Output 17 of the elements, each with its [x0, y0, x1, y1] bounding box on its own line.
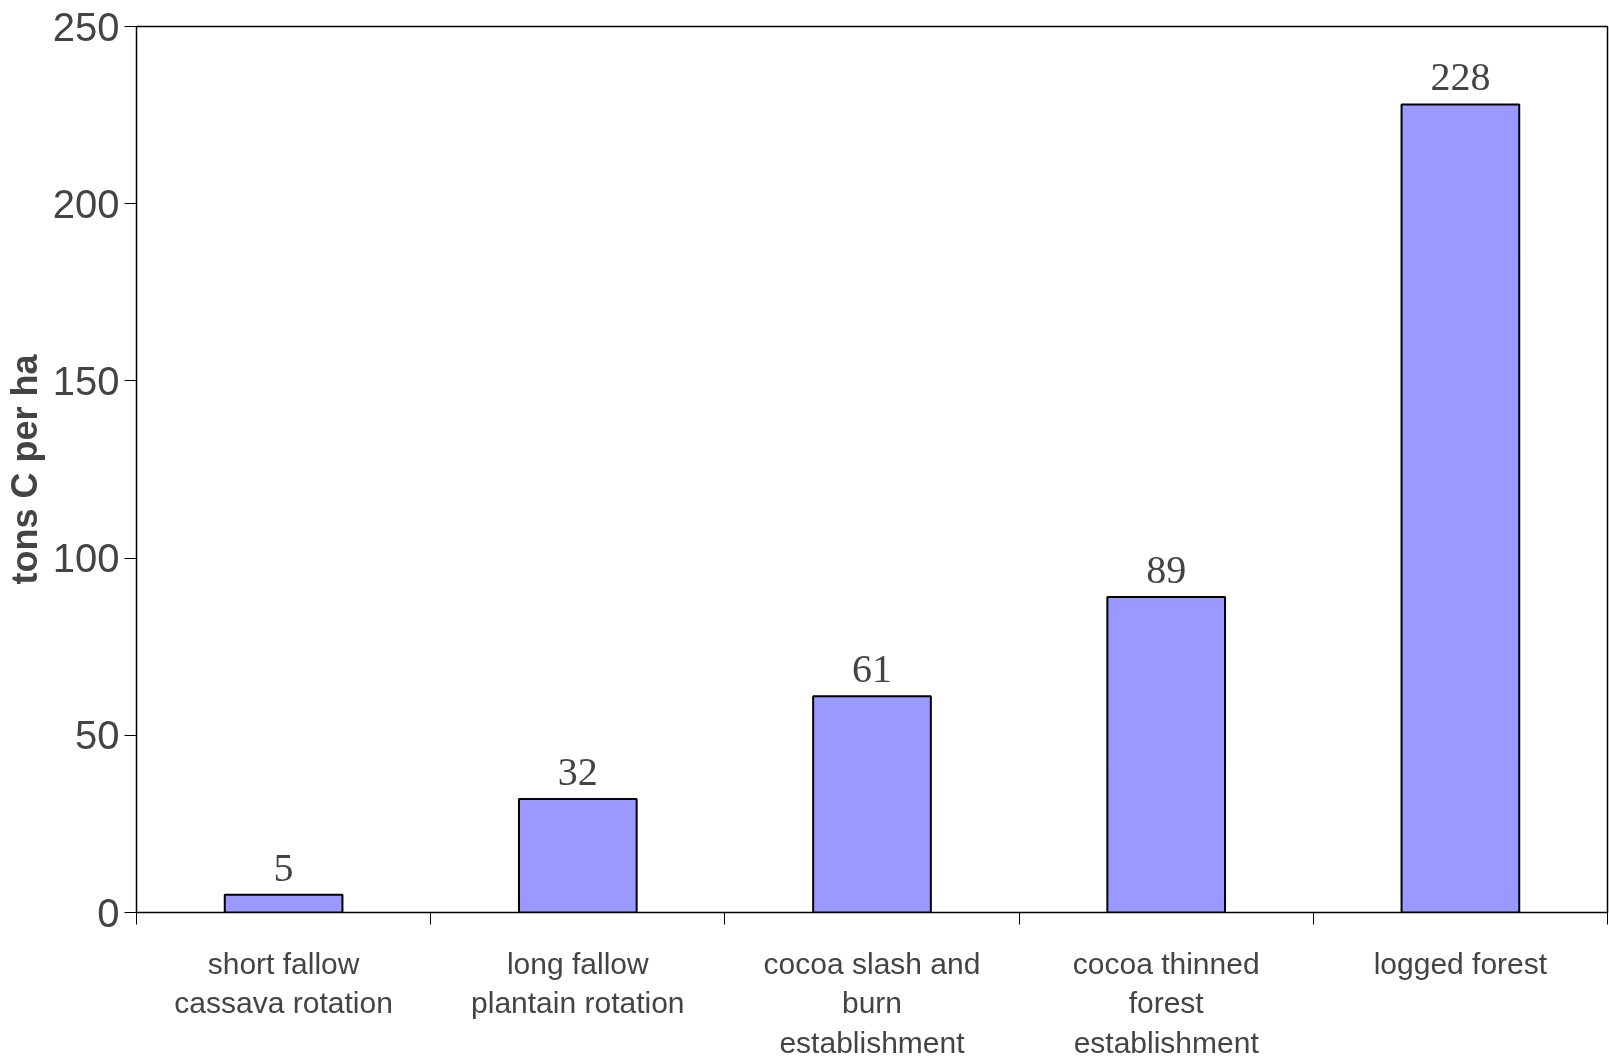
- x-tick-label: logged forest: [1373, 946, 1548, 980]
- x-tick-label: short fallow cassava rotation: [174, 946, 393, 1020]
- data-label: 61: [852, 646, 892, 692]
- y-tick-label: 50: [75, 713, 120, 758]
- y-tick-label: 150: [52, 358, 120, 403]
- x-tick-label: cocoa thinned forest establishment: [1072, 946, 1260, 1059]
- y-tick-label: 200: [52, 181, 120, 226]
- data-label: 5: [273, 844, 294, 890]
- y-tick-label: 250: [52, 4, 120, 49]
- data-label: 89: [1146, 547, 1187, 593]
- data-label: 228: [1430, 54, 1491, 100]
- y-tick-label: 0: [97, 890, 120, 935]
- y-tick-label: 100: [52, 536, 120, 581]
- x-tick-label: cocoa slash and burn establishment: [763, 946, 981, 1059]
- data-label: 32: [557, 749, 598, 795]
- y-axis-title: tons C per ha: [3, 353, 45, 585]
- x-tick-label: long fallow plantain rotation: [471, 946, 685, 1020]
